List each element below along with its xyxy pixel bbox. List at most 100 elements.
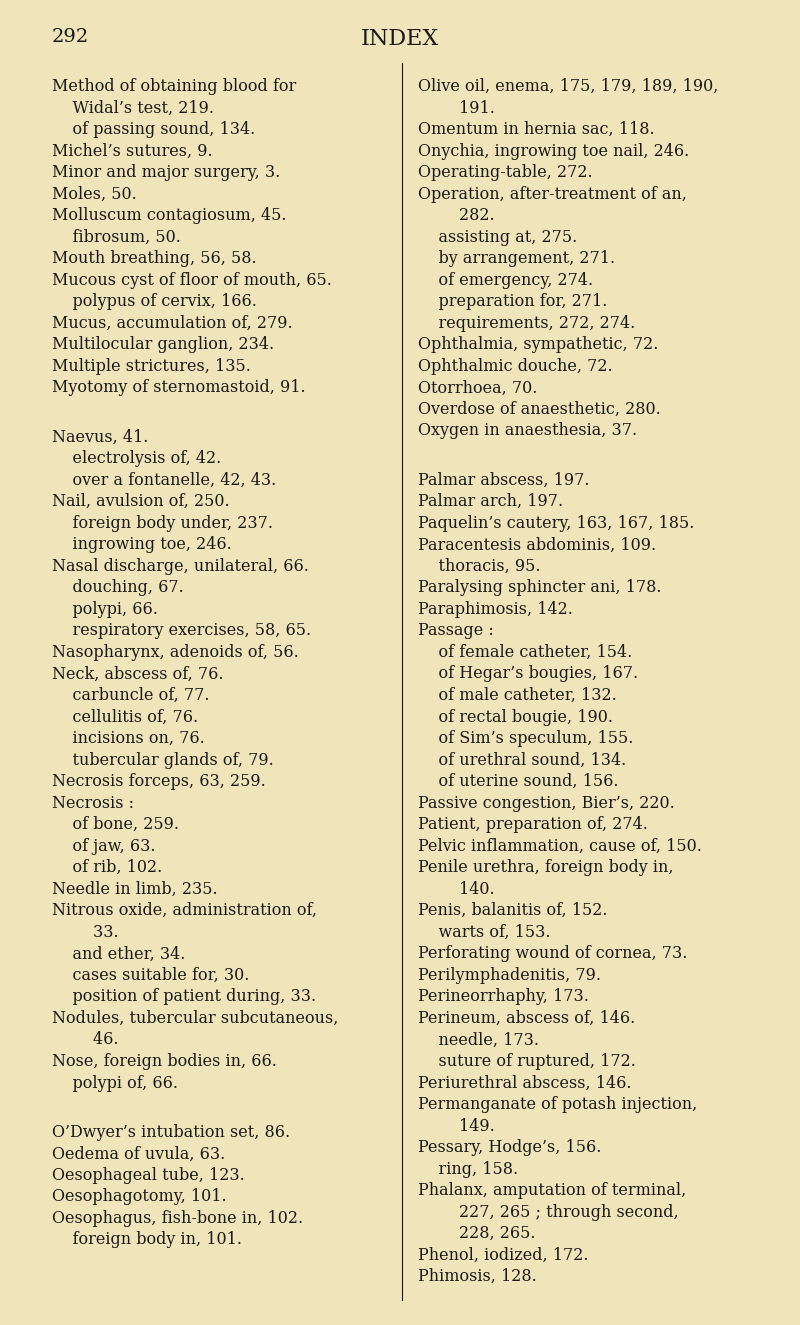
Text: Molluscum contagiosum, 45.: Molluscum contagiosum, 45.: [52, 207, 286, 224]
Text: 282.: 282.: [418, 207, 494, 224]
Text: of jaw, 63.: of jaw, 63.: [52, 837, 155, 855]
Text: foreign body in, 101.: foreign body in, 101.: [52, 1231, 242, 1248]
Text: electrolysis of, 42.: electrolysis of, 42.: [52, 451, 222, 468]
Text: Nail, avulsion of, 250.: Nail, avulsion of, 250.: [52, 493, 230, 510]
Text: Phenol, iodized, 172.: Phenol, iodized, 172.: [418, 1247, 589, 1264]
Text: Nose, foreign bodies in, 66.: Nose, foreign bodies in, 66.: [52, 1053, 277, 1071]
Text: requirements, 272, 274.: requirements, 272, 274.: [418, 315, 635, 331]
Text: Pelvic inflammation, cause of, 150.: Pelvic inflammation, cause of, 150.: [418, 837, 702, 855]
Text: INDEX: INDEX: [361, 28, 439, 50]
Text: Olive oil, enema, 175, 179, 189, 190,: Olive oil, enema, 175, 179, 189, 190,: [418, 78, 718, 95]
Text: Pessary, Hodge’s, 156.: Pessary, Hodge’s, 156.: [418, 1140, 602, 1157]
Text: fibrosum, 50.: fibrosum, 50.: [52, 229, 181, 245]
Text: of uterine sound, 156.: of uterine sound, 156.: [418, 774, 618, 790]
Text: respiratory exercises, 58, 65.: respiratory exercises, 58, 65.: [52, 623, 311, 640]
Text: Neck, abscess of, 76.: Neck, abscess of, 76.: [52, 665, 223, 682]
Text: needle, 173.: needle, 173.: [418, 1031, 539, 1048]
Text: over a fontanelle, 42, 43.: over a fontanelle, 42, 43.: [52, 472, 276, 489]
Text: Passage :: Passage :: [418, 623, 494, 640]
Text: position of patient during, 33.: position of patient during, 33.: [52, 988, 316, 1006]
Text: 191.: 191.: [418, 99, 495, 117]
Text: 292: 292: [52, 28, 90, 46]
Text: tubercular glands of, 79.: tubercular glands of, 79.: [52, 751, 274, 768]
Text: of Hegar’s bougies, 167.: of Hegar’s bougies, 167.: [418, 665, 638, 682]
Text: Mouth breathing, 56, 58.: Mouth breathing, 56, 58.: [52, 250, 257, 268]
Text: 46.: 46.: [52, 1031, 118, 1048]
Text: Multiple strictures, 135.: Multiple strictures, 135.: [52, 358, 251, 375]
Text: 140.: 140.: [418, 881, 494, 898]
Text: 33.: 33.: [52, 924, 118, 941]
Text: Perforating wound of cornea, 73.: Perforating wound of cornea, 73.: [418, 945, 687, 962]
Text: Penis, balanitis of, 152.: Penis, balanitis of, 152.: [418, 902, 607, 920]
Text: Overdose of anaesthetic, 280.: Overdose of anaesthetic, 280.: [418, 401, 661, 417]
Text: foreign body under, 237.: foreign body under, 237.: [52, 515, 273, 531]
Text: by arrangement, 271.: by arrangement, 271.: [418, 250, 615, 268]
Text: Oedema of uvula, 63.: Oedema of uvula, 63.: [52, 1145, 226, 1162]
Text: of female catheter, 154.: of female catheter, 154.: [418, 644, 632, 661]
Text: Operation, after-treatment of an,: Operation, after-treatment of an,: [418, 186, 687, 203]
Text: Ophthalmic douche, 72.: Ophthalmic douche, 72.: [418, 358, 613, 375]
Text: Oxygen in anaesthesia, 37.: Oxygen in anaesthesia, 37.: [418, 423, 637, 440]
Text: Minor and major surgery, 3.: Minor and major surgery, 3.: [52, 164, 280, 182]
Text: suture of ruptured, 172.: suture of ruptured, 172.: [418, 1053, 636, 1071]
Text: polypi of, 66.: polypi of, 66.: [52, 1075, 178, 1092]
Text: Perilymphadenitis, 79.: Perilymphadenitis, 79.: [418, 967, 601, 984]
Text: Periurethral abscess, 146.: Periurethral abscess, 146.: [418, 1075, 631, 1092]
Text: ingrowing toe, 246.: ingrowing toe, 246.: [52, 537, 232, 554]
Text: Nodules, tubercular subcutaneous,: Nodules, tubercular subcutaneous,: [52, 1010, 338, 1027]
Text: Patient, preparation of, 274.: Patient, preparation of, 274.: [418, 816, 648, 833]
Text: Perineorrhaphy, 173.: Perineorrhaphy, 173.: [418, 988, 589, 1006]
Text: Paquelin’s cautery, 163, 167, 185.: Paquelin’s cautery, 163, 167, 185.: [418, 515, 694, 531]
Text: O’Dwyer’s intubation set, 86.: O’Dwyer’s intubation set, 86.: [52, 1124, 290, 1141]
Text: of male catheter, 132.: of male catheter, 132.: [418, 688, 617, 704]
Text: Oesophagus, fish-bone in, 102.: Oesophagus, fish-bone in, 102.: [52, 1210, 303, 1227]
Text: 149.: 149.: [418, 1117, 494, 1134]
Text: Nasal discharge, unilateral, 66.: Nasal discharge, unilateral, 66.: [52, 558, 309, 575]
Text: warts of, 153.: warts of, 153.: [418, 924, 550, 941]
Text: Widal’s test, 219.: Widal’s test, 219.: [52, 99, 214, 117]
Text: Ophthalmia, sympathetic, 72.: Ophthalmia, sympathetic, 72.: [418, 337, 658, 354]
Text: of Sim’s speculum, 155.: of Sim’s speculum, 155.: [418, 730, 634, 747]
Text: Necrosis forceps, 63, 259.: Necrosis forceps, 63, 259.: [52, 774, 266, 790]
Text: Phalanx, amputation of terminal,: Phalanx, amputation of terminal,: [418, 1182, 686, 1199]
Text: ring, 158.: ring, 158.: [418, 1161, 518, 1178]
Text: Michel’s sutures, 9.: Michel’s sutures, 9.: [52, 143, 213, 159]
Text: and ether, 34.: and ether, 34.: [52, 945, 186, 962]
Text: Onychia, ingrowing toe nail, 246.: Onychia, ingrowing toe nail, 246.: [418, 143, 690, 159]
Text: Needle in limb, 235.: Needle in limb, 235.: [52, 881, 218, 898]
Text: of urethral sound, 134.: of urethral sound, 134.: [418, 751, 626, 768]
Text: Penile urethra, foreign body in,: Penile urethra, foreign body in,: [418, 859, 674, 876]
Text: carbuncle of, 77.: carbuncle of, 77.: [52, 688, 210, 704]
Text: polypus of cervix, 166.: polypus of cervix, 166.: [52, 293, 257, 310]
Text: Palmar arch, 197.: Palmar arch, 197.: [418, 493, 563, 510]
Text: Oesophageal tube, 123.: Oesophageal tube, 123.: [52, 1167, 245, 1185]
Text: cellulitis of, 76.: cellulitis of, 76.: [52, 709, 198, 726]
Text: Paracentesis abdominis, 109.: Paracentesis abdominis, 109.: [418, 537, 656, 554]
Text: Method of obtaining blood for: Method of obtaining blood for: [52, 78, 296, 95]
Text: preparation for, 271.: preparation for, 271.: [418, 293, 607, 310]
Text: Permanganate of potash injection,: Permanganate of potash injection,: [418, 1096, 698, 1113]
Text: douching, 67.: douching, 67.: [52, 579, 184, 596]
Text: Otorrhoea, 70.: Otorrhoea, 70.: [418, 379, 538, 396]
Text: Perineum, abscess of, 146.: Perineum, abscess of, 146.: [418, 1010, 635, 1027]
Text: Oesophagotomy, 101.: Oesophagotomy, 101.: [52, 1189, 226, 1206]
Text: Omentum in hernia sac, 118.: Omentum in hernia sac, 118.: [418, 121, 654, 138]
Text: Moles, 50.: Moles, 50.: [52, 186, 137, 203]
Text: Nitrous oxide, administration of,: Nitrous oxide, administration of,: [52, 902, 317, 920]
Text: assisting at, 275.: assisting at, 275.: [418, 229, 578, 245]
Text: Mucous cyst of floor of mouth, 65.: Mucous cyst of floor of mouth, 65.: [52, 272, 332, 289]
Text: 228, 265.: 228, 265.: [418, 1226, 535, 1243]
Text: 227, 265 ; through second,: 227, 265 ; through second,: [418, 1203, 678, 1220]
Text: of emergency, 274.: of emergency, 274.: [418, 272, 593, 289]
Text: cases suitable for, 30.: cases suitable for, 30.: [52, 967, 250, 984]
Text: Operating-table, 272.: Operating-table, 272.: [418, 164, 593, 182]
Text: Paraphimosis, 142.: Paraphimosis, 142.: [418, 602, 573, 617]
Text: of rib, 102.: of rib, 102.: [52, 859, 162, 876]
Text: Myotomy of sternomastoid, 91.: Myotomy of sternomastoid, 91.: [52, 379, 306, 396]
Text: Naevus, 41.: Naevus, 41.: [52, 429, 148, 445]
Text: Paralysing sphincter ani, 178.: Paralysing sphincter ani, 178.: [418, 579, 662, 596]
Text: Palmar abscess, 197.: Palmar abscess, 197.: [418, 472, 590, 489]
Text: polypi, 66.: polypi, 66.: [52, 602, 158, 617]
Text: Mucus, accumulation of, 279.: Mucus, accumulation of, 279.: [52, 315, 293, 331]
Text: of rectal bougie, 190.: of rectal bougie, 190.: [418, 709, 613, 726]
